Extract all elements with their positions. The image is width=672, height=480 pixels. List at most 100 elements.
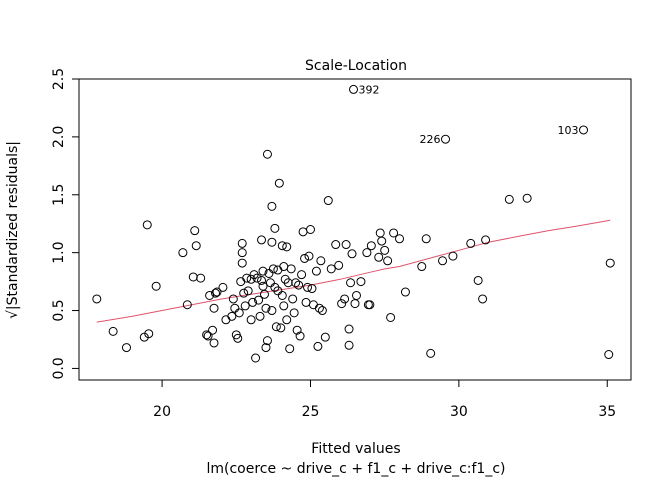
- chart-subtitle: lm(coerce ~ drive_c + f1_c + drive_c:f1_…: [206, 461, 505, 477]
- data-point: [478, 294, 488, 304]
- data-point: [417, 262, 427, 272]
- data-point: [261, 303, 271, 313]
- data-point: [242, 273, 252, 283]
- data-point: [252, 273, 262, 283]
- data-point: [246, 315, 256, 325]
- data-point: [188, 272, 198, 282]
- data-point: [605, 258, 615, 268]
- data-point: [300, 253, 310, 263]
- data-point: [288, 294, 298, 304]
- data-point: [386, 312, 396, 322]
- data-point: [265, 278, 275, 288]
- x-tick-label: 20: [153, 404, 171, 420]
- data-point: [289, 308, 299, 318]
- data-point: [270, 223, 280, 233]
- data-point: [395, 234, 405, 244]
- data-point: [246, 274, 256, 284]
- data-point: [350, 299, 360, 309]
- labeled-point: [441, 134, 451, 144]
- data-point: [274, 178, 284, 188]
- data-point: [233, 333, 243, 343]
- data-point: [347, 249, 357, 259]
- plot-frame: [78, 78, 632, 381]
- x-tick-label: 30: [450, 404, 468, 420]
- data-point: [240, 301, 250, 311]
- data-point: [380, 245, 390, 255]
- data-point: [282, 315, 292, 325]
- data-point: [248, 297, 258, 307]
- data-point: [375, 228, 385, 238]
- data-point: [307, 284, 317, 294]
- data-point: [279, 262, 289, 272]
- data-point: [243, 286, 253, 296]
- data-point: [604, 350, 614, 360]
- data-point: [323, 196, 333, 206]
- data-point: [237, 238, 247, 248]
- data-point: [205, 290, 215, 300]
- data-point: [277, 290, 287, 300]
- data-point: [377, 236, 387, 246]
- data-point: [227, 311, 237, 321]
- data-point: [438, 256, 448, 266]
- data-point: [236, 277, 246, 287]
- data-point: [337, 299, 347, 309]
- data-point: [301, 297, 311, 307]
- data-point: [356, 277, 366, 287]
- y-tick-label: 2.0: [51, 126, 67, 148]
- data-point: [92, 294, 102, 304]
- data-point: [190, 226, 200, 236]
- data-point: [362, 248, 372, 258]
- data-point: [344, 340, 354, 350]
- data-point: [209, 303, 219, 313]
- data-point: [473, 275, 483, 285]
- data-point: [121, 343, 131, 353]
- data-point: [258, 281, 268, 291]
- point-label: 103: [558, 124, 579, 137]
- data-point: [182, 300, 192, 310]
- data-point: [191, 241, 201, 251]
- data-point: [259, 289, 269, 299]
- data-point: [383, 256, 393, 266]
- data-point: [267, 306, 277, 316]
- data-point: [297, 270, 307, 280]
- data-point: [341, 240, 351, 250]
- data-point: [314, 303, 324, 313]
- data-point: [285, 344, 295, 354]
- data-point: [144, 329, 154, 339]
- data-point: [366, 241, 376, 251]
- data-point: [326, 264, 336, 274]
- data-point: [291, 278, 301, 288]
- data-point: [209, 338, 219, 348]
- labeled-point: [579, 125, 589, 135]
- x-axis: 20 25 30 35: [153, 379, 616, 420]
- data-point: [522, 193, 532, 203]
- data-point: [344, 324, 354, 334]
- data-point: [251, 353, 261, 363]
- data-point: [255, 311, 265, 321]
- data-point: [311, 266, 321, 276]
- data-point: [283, 278, 293, 288]
- data-point: [466, 238, 476, 248]
- data-point: [298, 227, 308, 237]
- data-point: [218, 282, 228, 292]
- data-point: [504, 194, 514, 204]
- data-point: [261, 343, 271, 353]
- data-point: [142, 220, 152, 230]
- data-point: [254, 295, 264, 305]
- data-point: [365, 300, 375, 310]
- y-tick-label: 2.5: [51, 68, 67, 90]
- data-point: [211, 288, 221, 298]
- data-point: [313, 341, 323, 351]
- x-tick-label: 25: [302, 404, 320, 420]
- data-point: [279, 301, 289, 311]
- data-points: [92, 84, 615, 363]
- data-point: [276, 323, 286, 333]
- data-point: [268, 264, 278, 274]
- data-point: [202, 330, 212, 340]
- chart-title: Scale-Location: [305, 58, 407, 74]
- data-point: [448, 251, 458, 261]
- data-point: [346, 278, 356, 288]
- data-point: [331, 240, 341, 250]
- data-point: [230, 303, 240, 313]
